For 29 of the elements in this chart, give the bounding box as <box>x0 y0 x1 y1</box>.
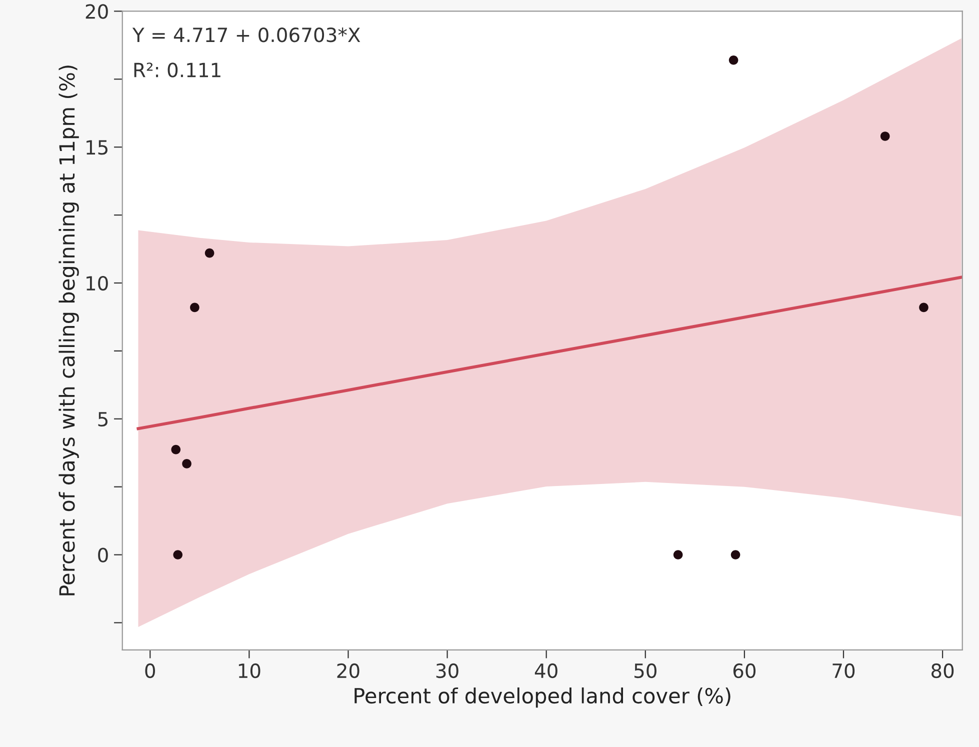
point <box>171 444 181 454</box>
point <box>182 459 192 468</box>
point <box>204 248 214 258</box>
point <box>880 132 890 141</box>
point <box>673 550 683 560</box>
line-series <box>136 276 962 430</box>
x-tick-label: 50 <box>634 663 656 678</box>
point <box>728 55 738 65</box>
x-tick-label: 40 <box>534 663 558 678</box>
x-tick-label: 0 <box>145 663 156 678</box>
x-tick-label: 20 <box>337 663 360 678</box>
x-tick-label: 70 <box>832 663 855 678</box>
annotation: Y = 4.717 + 0.06703*X <box>132 28 360 42</box>
y-tick-label: 5 <box>98 412 108 427</box>
y-axis-title: Percent of days with calling beginning at 11pm (%) <box>58 66 79 596</box>
annotation: R²: 0.111 <box>134 62 220 78</box>
x-tick-label: 80 <box>931 663 954 678</box>
point <box>919 302 928 312</box>
x-tick-label: 30 <box>436 663 458 678</box>
point <box>173 550 183 560</box>
x-axis-title: Percent of developed land cover (%) <box>354 687 730 708</box>
point <box>190 302 200 312</box>
y-tick-label: 15 <box>86 140 108 155</box>
y-tick-label: 20 <box>86 4 108 19</box>
x-tick-label: 60 <box>733 663 756 678</box>
y-tick-label: 0 <box>98 548 108 562</box>
point <box>730 550 740 560</box>
x-tick-label: 10 <box>238 663 260 678</box>
y-tick-label: 10 <box>86 276 108 291</box>
